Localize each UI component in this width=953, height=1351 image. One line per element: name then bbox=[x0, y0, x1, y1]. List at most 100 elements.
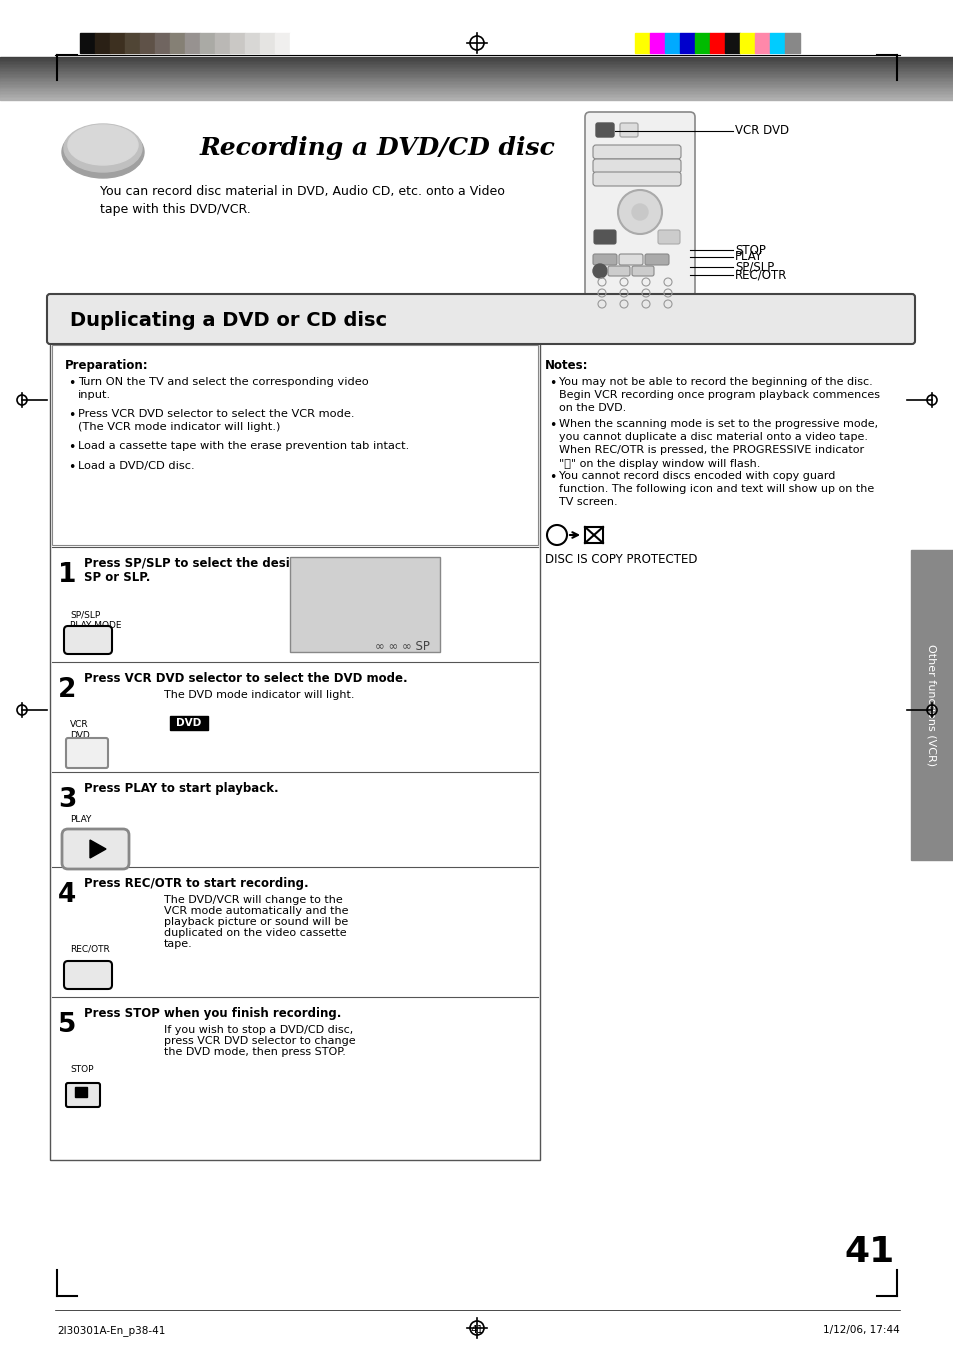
Bar bbox=[260, 32, 274, 53]
Bar bbox=[185, 32, 200, 53]
FancyBboxPatch shape bbox=[631, 266, 654, 276]
FancyBboxPatch shape bbox=[62, 830, 129, 869]
Text: duplicated on the video cassette: duplicated on the video cassette bbox=[164, 928, 346, 938]
Bar bbox=[200, 32, 214, 53]
Bar bbox=[0, 70, 953, 73]
Bar bbox=[754, 32, 769, 53]
Bar bbox=[125, 32, 140, 53]
Bar bbox=[0, 86, 953, 89]
Ellipse shape bbox=[64, 124, 142, 172]
Bar bbox=[664, 32, 679, 53]
Polygon shape bbox=[90, 840, 106, 858]
Bar bbox=[910, 550, 953, 861]
Bar bbox=[0, 68, 953, 70]
Bar bbox=[0, 85, 953, 86]
Text: press VCR DVD selector to change: press VCR DVD selector to change bbox=[164, 1036, 355, 1046]
Bar bbox=[0, 76, 953, 77]
Text: Press STOP when you finish recording.: Press STOP when you finish recording. bbox=[84, 1006, 341, 1020]
Text: Load a DVD/CD disc.: Load a DVD/CD disc. bbox=[78, 461, 194, 471]
Bar bbox=[0, 61, 953, 62]
Text: playback picture or sound will be: playback picture or sound will be bbox=[164, 917, 348, 927]
Bar bbox=[584, 527, 602, 543]
Text: the DVD mode, then press STOP.: the DVD mode, then press STOP. bbox=[164, 1047, 346, 1056]
Text: You cannot record discs encoded with copy guard
function. The following icon and: You cannot record discs encoded with cop… bbox=[558, 471, 873, 508]
FancyBboxPatch shape bbox=[607, 266, 629, 276]
Bar bbox=[784, 32, 800, 53]
Text: The DVD mode indicator will light.: The DVD mode indicator will light. bbox=[164, 690, 355, 700]
Circle shape bbox=[618, 190, 661, 234]
Text: ∞ ∞ ∞ SP: ∞ ∞ ∞ SP bbox=[375, 640, 430, 653]
FancyBboxPatch shape bbox=[593, 145, 680, 159]
FancyBboxPatch shape bbox=[596, 123, 614, 136]
Bar bbox=[245, 32, 260, 53]
Text: Press PLAY to start playback.: Press PLAY to start playback. bbox=[84, 782, 278, 794]
FancyBboxPatch shape bbox=[290, 557, 439, 653]
Text: •: • bbox=[548, 419, 556, 432]
FancyBboxPatch shape bbox=[658, 230, 679, 245]
Text: You may not be able to record the beginning of the disc.
Begin VCR recording onc: You may not be able to record the beginn… bbox=[558, 377, 879, 413]
FancyBboxPatch shape bbox=[619, 123, 638, 136]
Text: You can record disc material in DVD, Audio CD, etc. onto a Video
tape with this : You can record disc material in DVD, Aud… bbox=[100, 185, 504, 216]
Text: •: • bbox=[548, 471, 556, 484]
Text: •: • bbox=[68, 461, 75, 474]
Bar bbox=[274, 32, 290, 53]
FancyBboxPatch shape bbox=[594, 230, 616, 245]
Bar bbox=[635, 32, 649, 53]
Text: DISC IS COPY PROTECTED: DISC IS COPY PROTECTED bbox=[544, 553, 697, 566]
Text: Preparation:: Preparation: bbox=[65, 359, 149, 372]
Text: 1/12/06, 17:44: 1/12/06, 17:44 bbox=[822, 1325, 899, 1335]
Bar bbox=[170, 32, 185, 53]
FancyBboxPatch shape bbox=[66, 1084, 100, 1106]
Ellipse shape bbox=[62, 126, 144, 178]
FancyBboxPatch shape bbox=[64, 961, 112, 989]
Text: tape.: tape. bbox=[164, 939, 193, 948]
Text: •: • bbox=[68, 377, 75, 390]
Text: Recording a DVD/CD disc: Recording a DVD/CD disc bbox=[200, 136, 556, 159]
Bar bbox=[214, 32, 230, 53]
Bar bbox=[0, 77, 953, 78]
Bar bbox=[0, 59, 953, 61]
Bar bbox=[0, 72, 953, 74]
Bar bbox=[740, 32, 754, 53]
FancyBboxPatch shape bbox=[66, 738, 108, 767]
Bar bbox=[709, 32, 724, 53]
Text: VCR
DVD: VCR DVD bbox=[70, 720, 90, 740]
Bar bbox=[0, 66, 953, 69]
Text: Load a cassette tape with the erase prevention tab intact.: Load a cassette tape with the erase prev… bbox=[78, 440, 409, 451]
Text: The DVD/VCR will change to the: The DVD/VCR will change to the bbox=[164, 894, 342, 905]
Bar bbox=[0, 69, 953, 72]
Bar bbox=[170, 716, 208, 730]
Text: STOP: STOP bbox=[734, 243, 765, 257]
Bar bbox=[0, 81, 953, 82]
FancyBboxPatch shape bbox=[584, 112, 695, 297]
Text: •: • bbox=[548, 377, 556, 390]
Text: DVD: DVD bbox=[176, 717, 201, 728]
Bar bbox=[0, 92, 953, 95]
FancyBboxPatch shape bbox=[593, 254, 617, 265]
Bar bbox=[0, 84, 953, 85]
Bar bbox=[0, 57, 953, 58]
Bar bbox=[230, 32, 245, 53]
Bar bbox=[0, 82, 953, 84]
Text: SP/SLP
PLAY MODE: SP/SLP PLAY MODE bbox=[70, 611, 121, 630]
Bar bbox=[154, 32, 170, 53]
Text: 2I30301A-En_p38-41: 2I30301A-En_p38-41 bbox=[57, 1325, 165, 1336]
Text: REC/OTR: REC/OTR bbox=[734, 269, 786, 281]
Text: Press VCR DVD selector to select the DVD mode.: Press VCR DVD selector to select the DVD… bbox=[84, 671, 407, 685]
Bar bbox=[95, 32, 110, 53]
FancyBboxPatch shape bbox=[50, 343, 539, 1161]
Bar bbox=[290, 32, 305, 53]
Text: Press SP/SLP to select the desired tape speed: Press SP/SLP to select the desired tape … bbox=[84, 557, 390, 570]
Bar bbox=[140, 32, 154, 53]
Text: Turn ON the TV and select the corresponding video
input.: Turn ON the TV and select the correspond… bbox=[78, 377, 369, 400]
Bar bbox=[80, 32, 95, 53]
Bar bbox=[679, 32, 695, 53]
Bar bbox=[0, 58, 953, 59]
Text: 2: 2 bbox=[58, 677, 76, 703]
FancyBboxPatch shape bbox=[618, 254, 642, 265]
Text: •: • bbox=[68, 440, 75, 454]
FancyBboxPatch shape bbox=[47, 295, 914, 345]
Bar bbox=[769, 32, 784, 53]
Text: 5: 5 bbox=[58, 1012, 76, 1038]
Bar bbox=[0, 91, 953, 93]
